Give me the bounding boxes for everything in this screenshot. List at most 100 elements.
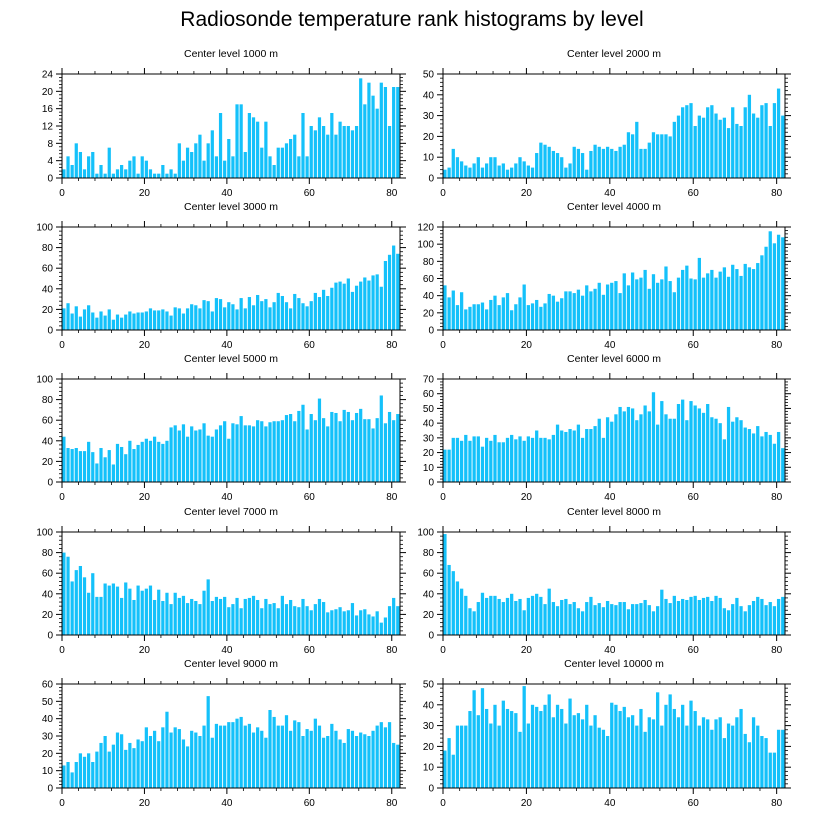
histogram-bar bbox=[681, 704, 685, 788]
histogram-bar bbox=[214, 596, 219, 635]
y-tick-label: 20 bbox=[423, 132, 435, 143]
histogram-bar bbox=[751, 113, 756, 178]
histogram-bar bbox=[152, 310, 157, 330]
histogram-bar bbox=[301, 598, 305, 635]
histogram-bar bbox=[689, 103, 693, 178]
histogram-bar bbox=[776, 88, 781, 178]
histogram-bar bbox=[630, 134, 635, 178]
histogram-bar bbox=[747, 94, 752, 178]
y-tick-label: 20 bbox=[42, 457, 54, 468]
histogram-bar bbox=[555, 704, 560, 788]
histogram-bar bbox=[289, 599, 293, 635]
histogram-bar bbox=[371, 616, 375, 635]
histogram-bar bbox=[313, 718, 317, 788]
histogram-bar bbox=[251, 732, 256, 788]
histogram-bar bbox=[739, 275, 743, 330]
histogram-bar bbox=[293, 293, 297, 330]
histogram-bar bbox=[772, 606, 777, 635]
y-tick-label: 50 bbox=[423, 70, 435, 81]
histogram-bar bbox=[375, 725, 379, 788]
histogram-bar bbox=[206, 579, 210, 635]
histogram-bar bbox=[161, 165, 165, 178]
histogram-bar bbox=[280, 147, 284, 178]
histogram-bar bbox=[313, 604, 317, 635]
histogram-bar bbox=[776, 729, 781, 788]
histogram-bar bbox=[239, 608, 243, 635]
histogram-bar bbox=[62, 308, 66, 330]
histogram-bar bbox=[535, 299, 539, 330]
histogram-bar bbox=[630, 715, 635, 788]
histogram-bar bbox=[70, 581, 74, 635]
histogram-bar bbox=[726, 610, 731, 635]
histogram-bar bbox=[354, 736, 359, 788]
histogram-bar bbox=[194, 143, 198, 178]
histogram-bar bbox=[601, 437, 606, 482]
histogram-bar bbox=[601, 607, 606, 635]
y-tick-label: 0 bbox=[428, 174, 434, 185]
histogram-bar bbox=[383, 617, 388, 635]
histogram-panel: Center level 7000 m 0 20 40 60 80 0 20 40 60 80 100 bbox=[36, 506, 406, 656]
x-tick-label: 40 bbox=[604, 340, 616, 351]
y-tick-label: 0 bbox=[47, 784, 53, 795]
histogram-bar bbox=[198, 308, 202, 330]
histogram-bar bbox=[375, 418, 379, 482]
histogram-bar bbox=[760, 436, 764, 482]
histogram-bar bbox=[334, 282, 338, 330]
histogram-bar bbox=[260, 421, 264, 482]
histogram-bar bbox=[128, 440, 132, 482]
histogram-bar bbox=[276, 147, 280, 178]
histogram-bar bbox=[383, 423, 388, 482]
histogram-bar bbox=[87, 156, 91, 178]
histogram-bar bbox=[568, 163, 572, 178]
histogram-bar bbox=[693, 405, 697, 482]
histogram-bar bbox=[693, 711, 697, 788]
histogram-bar bbox=[593, 715, 597, 788]
histogram-bar bbox=[722, 267, 727, 330]
histogram-bar bbox=[743, 263, 747, 330]
histogram-bar bbox=[280, 725, 284, 788]
histogram-bar bbox=[568, 604, 572, 635]
histogram-bar bbox=[564, 431, 568, 482]
histogram-bar bbox=[363, 609, 367, 635]
histogram-bar bbox=[309, 301, 313, 330]
histogram-bar bbox=[564, 167, 568, 178]
x-tick-label: 20 bbox=[521, 340, 533, 351]
histogram-bar bbox=[144, 727, 148, 788]
panel-title: Center level 4000 m bbox=[567, 201, 661, 213]
histogram-bar bbox=[334, 609, 338, 635]
histogram-bar bbox=[726, 723, 731, 788]
histogram-bar bbox=[764, 103, 768, 178]
histogram-bar bbox=[280, 296, 284, 330]
histogram-bar bbox=[136, 173, 140, 178]
histogram-bar bbox=[301, 736, 305, 788]
histogram-bar bbox=[722, 117, 727, 178]
histogram-bar bbox=[396, 606, 400, 635]
histogram-bar bbox=[743, 427, 747, 482]
y-tick-label: 30 bbox=[423, 721, 435, 732]
histogram-bar bbox=[505, 708, 510, 788]
histogram-bar bbox=[173, 173, 177, 178]
x-tick-label: 40 bbox=[604, 188, 616, 199]
histogram-bar bbox=[551, 150, 556, 178]
histogram-bar bbox=[107, 450, 111, 482]
histogram-bar bbox=[522, 161, 526, 178]
histogram-bar bbox=[326, 134, 330, 178]
y-tick-label: 30 bbox=[423, 433, 435, 444]
histogram-bar bbox=[555, 606, 560, 635]
y-tick-label: 10 bbox=[42, 766, 54, 777]
histogram-bar bbox=[173, 307, 177, 330]
y-tick-label: 100 bbox=[36, 528, 53, 539]
histogram-bar bbox=[493, 595, 497, 635]
x-tick-label: 80 bbox=[771, 798, 783, 809]
histogram-bar bbox=[622, 273, 626, 330]
histogram-bar bbox=[371, 275, 375, 330]
histogram-bar bbox=[672, 418, 676, 482]
histogram-bar bbox=[371, 95, 375, 178]
x-tick-label: 20 bbox=[521, 188, 533, 199]
histogram-bar bbox=[497, 598, 501, 635]
histogram-bar bbox=[169, 427, 173, 482]
histogram-bar bbox=[120, 597, 124, 635]
histogram-bar bbox=[148, 440, 153, 482]
histogram-bar bbox=[547, 694, 551, 788]
histogram-bar bbox=[140, 441, 144, 482]
